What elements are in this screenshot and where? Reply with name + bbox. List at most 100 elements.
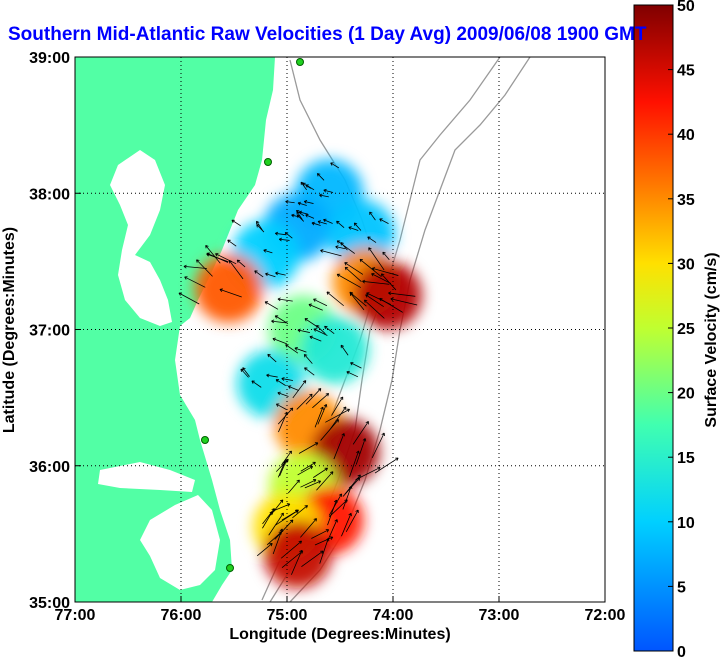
current-vector (340, 344, 349, 356)
current-vector (287, 385, 299, 391)
current-vector (264, 301, 279, 310)
current-vector (311, 221, 321, 226)
current-vector (317, 404, 328, 425)
colorbar-tick-label: 50 (677, 0, 695, 15)
current-vector (319, 537, 330, 564)
current-vector (344, 262, 364, 275)
current-vector (178, 292, 200, 305)
y-axis-label: Latitude (Degrees:Minutes) (1, 227, 18, 433)
current-vector (275, 379, 286, 386)
current-vector (215, 253, 237, 265)
grid (75, 57, 605, 602)
current-vector (326, 291, 344, 307)
station-marker (264, 158, 272, 166)
current-vector (301, 550, 324, 567)
current-vector (292, 505, 308, 519)
y-tick-label: 38:00 (29, 186, 70, 203)
current-vector (349, 292, 365, 311)
current-vectors (178, 162, 418, 575)
current-vector (312, 467, 328, 478)
chart-title: Southern Mid-Atlantic Raw Velocities (1 … (8, 24, 647, 45)
current-vector (327, 499, 338, 526)
colorbar-tick-label: 10 (677, 515, 695, 532)
current-vector (277, 391, 289, 397)
current-vector (274, 315, 289, 324)
current-vector (316, 471, 334, 491)
colorbar-tick-label: 25 (677, 321, 695, 338)
current-vector (275, 403, 287, 410)
colorbar-ticks: 0 5 10 15 20 25 30 35 40 45 50 (668, 0, 695, 659)
current-vector (231, 219, 241, 227)
current-vector (300, 461, 316, 472)
current-vector (272, 528, 284, 555)
current-vector (298, 442, 319, 454)
colorbar-label: Surface Velocity (cm/s) (703, 252, 720, 427)
current-vector (272, 337, 288, 345)
current-vector (324, 325, 335, 335)
current-vector (316, 173, 325, 181)
current-vector (314, 536, 334, 546)
current-vector (336, 273, 361, 288)
current-vector (355, 438, 367, 465)
current-vector (336, 240, 355, 254)
current-vector (346, 370, 359, 378)
current-vector (348, 226, 359, 231)
current-vector (323, 188, 334, 193)
current-vector (311, 529, 330, 539)
colorbar-tick-label: 30 (677, 256, 695, 273)
current-vector (275, 271, 286, 276)
current-vector (294, 347, 307, 353)
current-vector (304, 318, 318, 328)
pamlico-sound (140, 495, 220, 590)
current-vector (266, 373, 278, 378)
current-vector (328, 493, 343, 516)
current-vector (303, 200, 314, 204)
current-vector (297, 465, 314, 476)
current-vector (284, 232, 293, 239)
x-tick-label: 77:00 (55, 607, 96, 624)
colorbar-tick-label: 20 (677, 386, 695, 403)
current-vector (304, 480, 322, 489)
station-marker (201, 436, 209, 444)
current-vector (287, 479, 300, 494)
current-vector (309, 335, 322, 342)
velocity-cell (300, 315, 369, 384)
colorbar-tick-label: 5 (677, 579, 686, 596)
colorbar-tick-label: 40 (677, 127, 695, 144)
current-vector (285, 344, 299, 354)
current-vector (371, 273, 392, 284)
current-vector (291, 549, 303, 575)
current-vector (349, 450, 360, 478)
y-tick-label: 36:00 (29, 459, 70, 476)
current-vector (342, 485, 353, 510)
current-vector (325, 408, 350, 423)
current-vector (312, 393, 330, 409)
current-vector (242, 367, 250, 377)
velocity-cell (194, 254, 263, 323)
current-vector (281, 377, 294, 381)
current-vector (278, 237, 290, 242)
velocity-cell (353, 261, 422, 330)
current-vector (274, 519, 294, 540)
current-vector (296, 393, 313, 410)
current-vector (302, 182, 311, 189)
current-vector (296, 214, 305, 222)
current-vector (184, 276, 206, 288)
current-vector (305, 388, 322, 405)
velocity-cell (263, 520, 332, 589)
current-vector (367, 236, 377, 243)
colorbar-tick-label: 15 (677, 450, 695, 467)
current-vector (344, 266, 362, 282)
current-vector (297, 201, 307, 206)
current-vector (263, 249, 273, 254)
albemarle-sound (98, 462, 195, 492)
current-vector (390, 297, 418, 306)
current-vector (313, 328, 328, 336)
current-vector (316, 325, 326, 335)
current-vector (344, 474, 361, 495)
current-vector (319, 193, 329, 198)
current-vector (219, 288, 242, 298)
current-vector (345, 509, 359, 533)
current-vector (277, 297, 293, 302)
